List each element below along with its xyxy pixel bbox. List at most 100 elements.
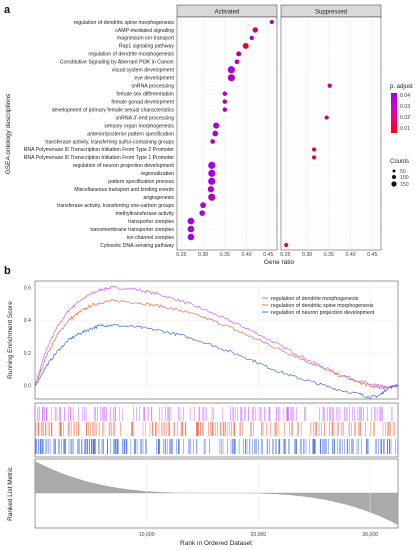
category-label: anterior/posterior pattern specification <box>87 131 174 137</box>
legend-size-dot <box>392 175 396 179</box>
legend-size-label: 100 <box>400 175 409 181</box>
panel-label-a: a <box>4 4 11 16</box>
y-axis-title: GSEA ontology descriptions <box>5 93 12 174</box>
category-label: Miscellaneous transport and binding even… <box>74 187 174 193</box>
category-label: female gonad development <box>111 99 174 105</box>
dotplot-point <box>236 51 242 57</box>
x-axis-title-rank: Rank in Ordered Dataset <box>180 540 252 547</box>
facet-label-activated: Activated <box>215 10 240 16</box>
facet-label-suppressed: Suppressed <box>315 10 347 16</box>
legend-entry: regulation of neuron projection developm… <box>271 310 375 316</box>
dotplot-point <box>222 107 228 112</box>
legend-color: p. adjust 0.04 0.03 0.02 0.01 <box>390 84 413 133</box>
x-tick-label: 0.30 <box>198 252 208 258</box>
dotplot-point <box>222 99 228 104</box>
category-label: regionalization <box>141 171 175 177</box>
dotplot-point <box>207 186 215 193</box>
category-label: sensory organ morphogenesis <box>104 123 174 129</box>
category-label: visual system development <box>112 68 175 74</box>
enrichment-line <box>34 323 399 400</box>
legend-size-label: 50 <box>400 169 406 175</box>
category-label: ion channel complex <box>127 235 175 241</box>
x-axis-title: Gene ratio <box>264 259 295 266</box>
y-axis-title-enrichment: Running Enrichment Score <box>7 301 14 379</box>
legend-color-bar <box>391 93 397 133</box>
category-label: Rap1 signaling pathway <box>119 44 174 50</box>
category-label: transferase activity, transferring sulfu… <box>45 139 174 145</box>
legend-size: Counts 50 100 150 <box>390 159 409 188</box>
x-tick-label: 0.25 <box>176 252 186 258</box>
legend-color-label: 0.03 <box>400 104 410 110</box>
dotplot-point <box>210 139 216 144</box>
category-label: regulation of neuron projection developm… <box>73 163 175 169</box>
dotplot-points <box>187 19 332 248</box>
category-label: Cytosolic DNA-sensing pathway <box>100 243 174 249</box>
category-label: RNA Polymerase III Transcription Initiat… <box>24 155 175 161</box>
y-tick-label: 0.4 <box>24 318 31 324</box>
legend-color-title: p. adjust <box>390 84 413 90</box>
category-label: regulation of dendrite morphogenesis <box>88 52 174 58</box>
dotplot-point <box>234 59 240 65</box>
x-tick-label: 0.25 <box>280 252 290 258</box>
legend-size-label: 150 <box>400 182 409 188</box>
dotplot-point <box>311 147 317 152</box>
category-label: Constitutive Signaling by Aberrant PI3K … <box>60 60 174 66</box>
category-labels: regulation of dendritic spine morphogene… <box>24 20 175 249</box>
category-label: transferase activity, transferring one-c… <box>57 203 174 209</box>
dotplot-point <box>208 161 216 169</box>
dotplot-point <box>227 66 235 74</box>
y-tick-label: 0.0 <box>24 384 31 390</box>
dotplot-point <box>213 122 220 129</box>
category-label: cAMP-mediated signaling <box>115 28 174 34</box>
dotplot-point <box>199 210 205 216</box>
category-label: transporter complex <box>128 219 174 225</box>
dotplot-point <box>187 217 195 225</box>
dotplot-point <box>324 115 329 120</box>
x-tick-label: 0.40 <box>242 252 252 258</box>
x-tick-labels: 0.25 0.30 0.35 0.40 0.45 0.25 0.30 0.35 0.40 0.45 <box>176 252 377 258</box>
category-label: snRNA processing <box>131 84 174 90</box>
enrichment-lines <box>34 286 399 400</box>
dotplot-point <box>222 91 228 96</box>
x-tick-labels-rank: 10,000 20,000 30,000 <box>139 532 378 538</box>
legend-entry: regulation of dendrite morphogenesis <box>271 296 359 302</box>
dotplot-point <box>187 233 195 241</box>
gene-hit-marks <box>34 407 399 454</box>
dotplot-point <box>269 19 274 25</box>
x-tick-label: 0.45 <box>263 252 273 258</box>
legend-size-dot <box>392 169 396 173</box>
legend-entry: regulation of dendritic spine morphogene… <box>271 303 374 309</box>
x-tick-label: 0.40 <box>346 252 356 258</box>
dotplot-point <box>252 27 258 33</box>
dotplot-point <box>249 35 254 41</box>
category-label: female sex differentiation <box>116 91 174 97</box>
enrichment-grid <box>35 281 398 399</box>
x-tick-label: 0.30 <box>302 252 312 258</box>
gsea-panel: 0.0 0.2 0.4 0.6 regulation of dendrite morp… <box>7 280 399 547</box>
dotplot-point <box>242 42 249 49</box>
category-label: magnesium ion transport <box>117 36 175 42</box>
legend-color-label: 0.04 <box>400 93 410 99</box>
x-tick-label: 0.35 <box>324 252 334 258</box>
category-label: pattern specification process <box>108 179 174 185</box>
dotplot-point <box>227 74 235 82</box>
legend-color-label: 0.02 <box>400 115 410 121</box>
dotplot-point <box>208 169 216 177</box>
category-label: angiogenesis <box>143 195 174 201</box>
dotplot-point <box>327 83 332 88</box>
category-label: snRNA 3'-end processing <box>116 115 174 121</box>
enrichment-plot-area <box>34 280 399 400</box>
enrichment-line <box>34 286 399 389</box>
dotplot-point <box>187 225 195 233</box>
y-axis-title-ranked: Ranked List Metric <box>7 466 14 521</box>
x-tick-label: 0.45 <box>367 252 377 258</box>
enrichment-legend: regulation of dendrite morphogenesis reg… <box>262 296 375 316</box>
category-label: transmembrane transporter complex <box>90 227 174 233</box>
x-tick-label: 30,000 <box>362 532 378 538</box>
dotplot-point <box>208 193 216 201</box>
dotplot-point <box>311 155 317 160</box>
ranked-metric-plot <box>35 459 398 528</box>
dotplot-point <box>284 242 289 248</box>
category-label: regulation of dendritic spine morphogene… <box>74 20 175 26</box>
